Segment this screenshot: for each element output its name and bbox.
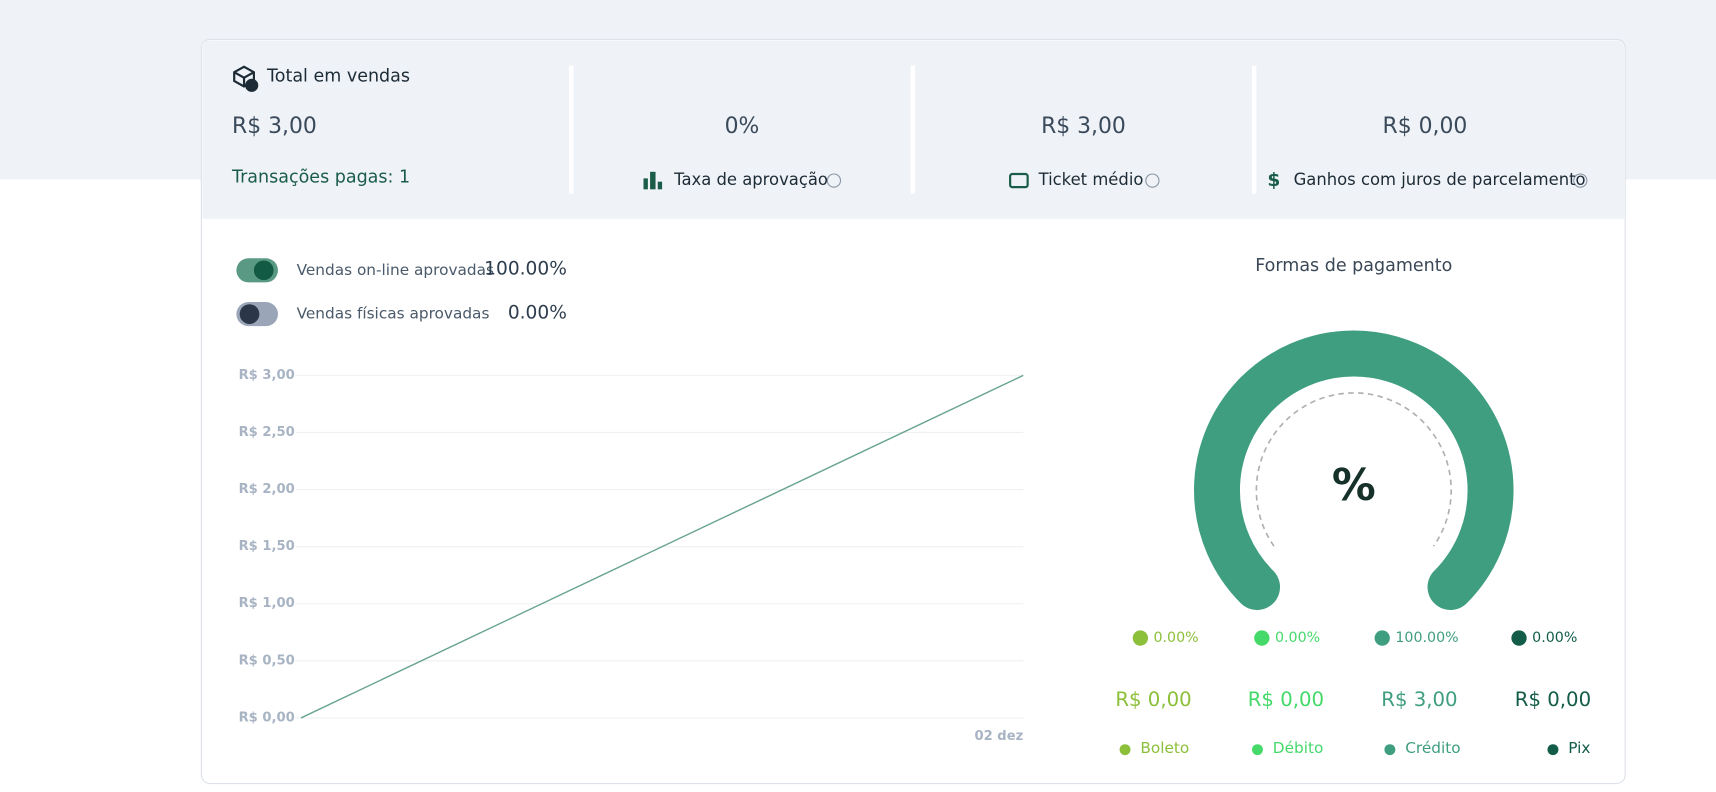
y-tick-label: R$ 2,00 xyxy=(239,482,295,497)
box-icon xyxy=(233,65,259,92)
payment-amount: R$ 0,00 xyxy=(1515,688,1591,711)
payment-amount: R$ 0,00 xyxy=(1115,688,1191,711)
toggle-value: 100.00% xyxy=(484,259,567,280)
card-value: R$ 3,00 xyxy=(1041,114,1126,139)
legend-percent: 0.00% xyxy=(1532,630,1577,646)
toggle-label: Vendas on-line aprovadas xyxy=(297,261,494,279)
toggle-knob xyxy=(253,260,274,281)
card-value: 0% xyxy=(725,114,760,139)
legend-dot xyxy=(1254,630,1270,646)
info-icons xyxy=(826,173,1588,188)
line xyxy=(300,374,1024,719)
y-tick-label: R$ 3,00 xyxy=(239,368,295,383)
payment-name: Débito xyxy=(1273,739,1324,757)
name-dot xyxy=(1547,744,1559,756)
card-value: R$ 0,00 xyxy=(1383,114,1468,139)
ticket-icon xyxy=(1009,172,1029,189)
y-tick-label: R$ 0,00 xyxy=(239,710,295,725)
payment-name: Crédito xyxy=(1405,739,1460,757)
bars-icon xyxy=(643,171,663,190)
toggle-label: Vendas físicas aprovadas xyxy=(297,305,490,323)
y-tick-label: R$ 1,00 xyxy=(239,596,295,611)
card-label: Taxa de aprovação xyxy=(673,170,828,189)
x-tick-label: 02 dez xyxy=(974,729,1023,744)
payment-amount: R$ 3,00 xyxy=(1381,688,1457,711)
toggle-value: 0.00% xyxy=(508,302,567,323)
payment-amount: R$ 0,00 xyxy=(1248,688,1324,711)
payment-name: Boleto xyxy=(1140,739,1189,757)
paid-transactions: Transações pagas: 1 xyxy=(231,167,410,187)
legend-dot xyxy=(1132,630,1149,646)
legend-percent: 0.00% xyxy=(1275,630,1320,646)
legend-dot xyxy=(1511,630,1527,646)
dollar-icon: $ xyxy=(1267,170,1280,191)
card-label: Ganhos com juros de parcelamento xyxy=(1294,170,1586,189)
dividers xyxy=(569,65,1257,194)
payment-name: Pix xyxy=(1568,739,1590,757)
legend-dot xyxy=(1374,630,1390,646)
legend-percent: 100.00% xyxy=(1395,630,1458,646)
toggle-knob xyxy=(239,304,260,324)
legend-percent: 0.00% xyxy=(1153,630,1198,646)
gauge-center-label: % xyxy=(1332,460,1376,511)
name-dot xyxy=(1251,744,1263,756)
divider xyxy=(1251,65,1257,194)
y-tick-label: R$ 0,50 xyxy=(239,653,295,668)
name-dot xyxy=(1119,744,1131,756)
payments-title: Formas de pagamento xyxy=(1255,256,1452,276)
gauge-segment xyxy=(1194,330,1514,611)
card-label: Ticket médio xyxy=(1038,170,1144,189)
total-value: R$ 3,00 xyxy=(232,114,317,139)
gauge-guide xyxy=(1255,392,1452,547)
divider xyxy=(569,65,574,194)
name-dot xyxy=(1384,744,1396,756)
y-tick-label: R$ 1,50 xyxy=(239,539,295,554)
total-title: Total em vendas xyxy=(266,67,410,87)
y-tick-label: R$ 2,50 xyxy=(239,425,295,440)
divider xyxy=(910,65,915,194)
